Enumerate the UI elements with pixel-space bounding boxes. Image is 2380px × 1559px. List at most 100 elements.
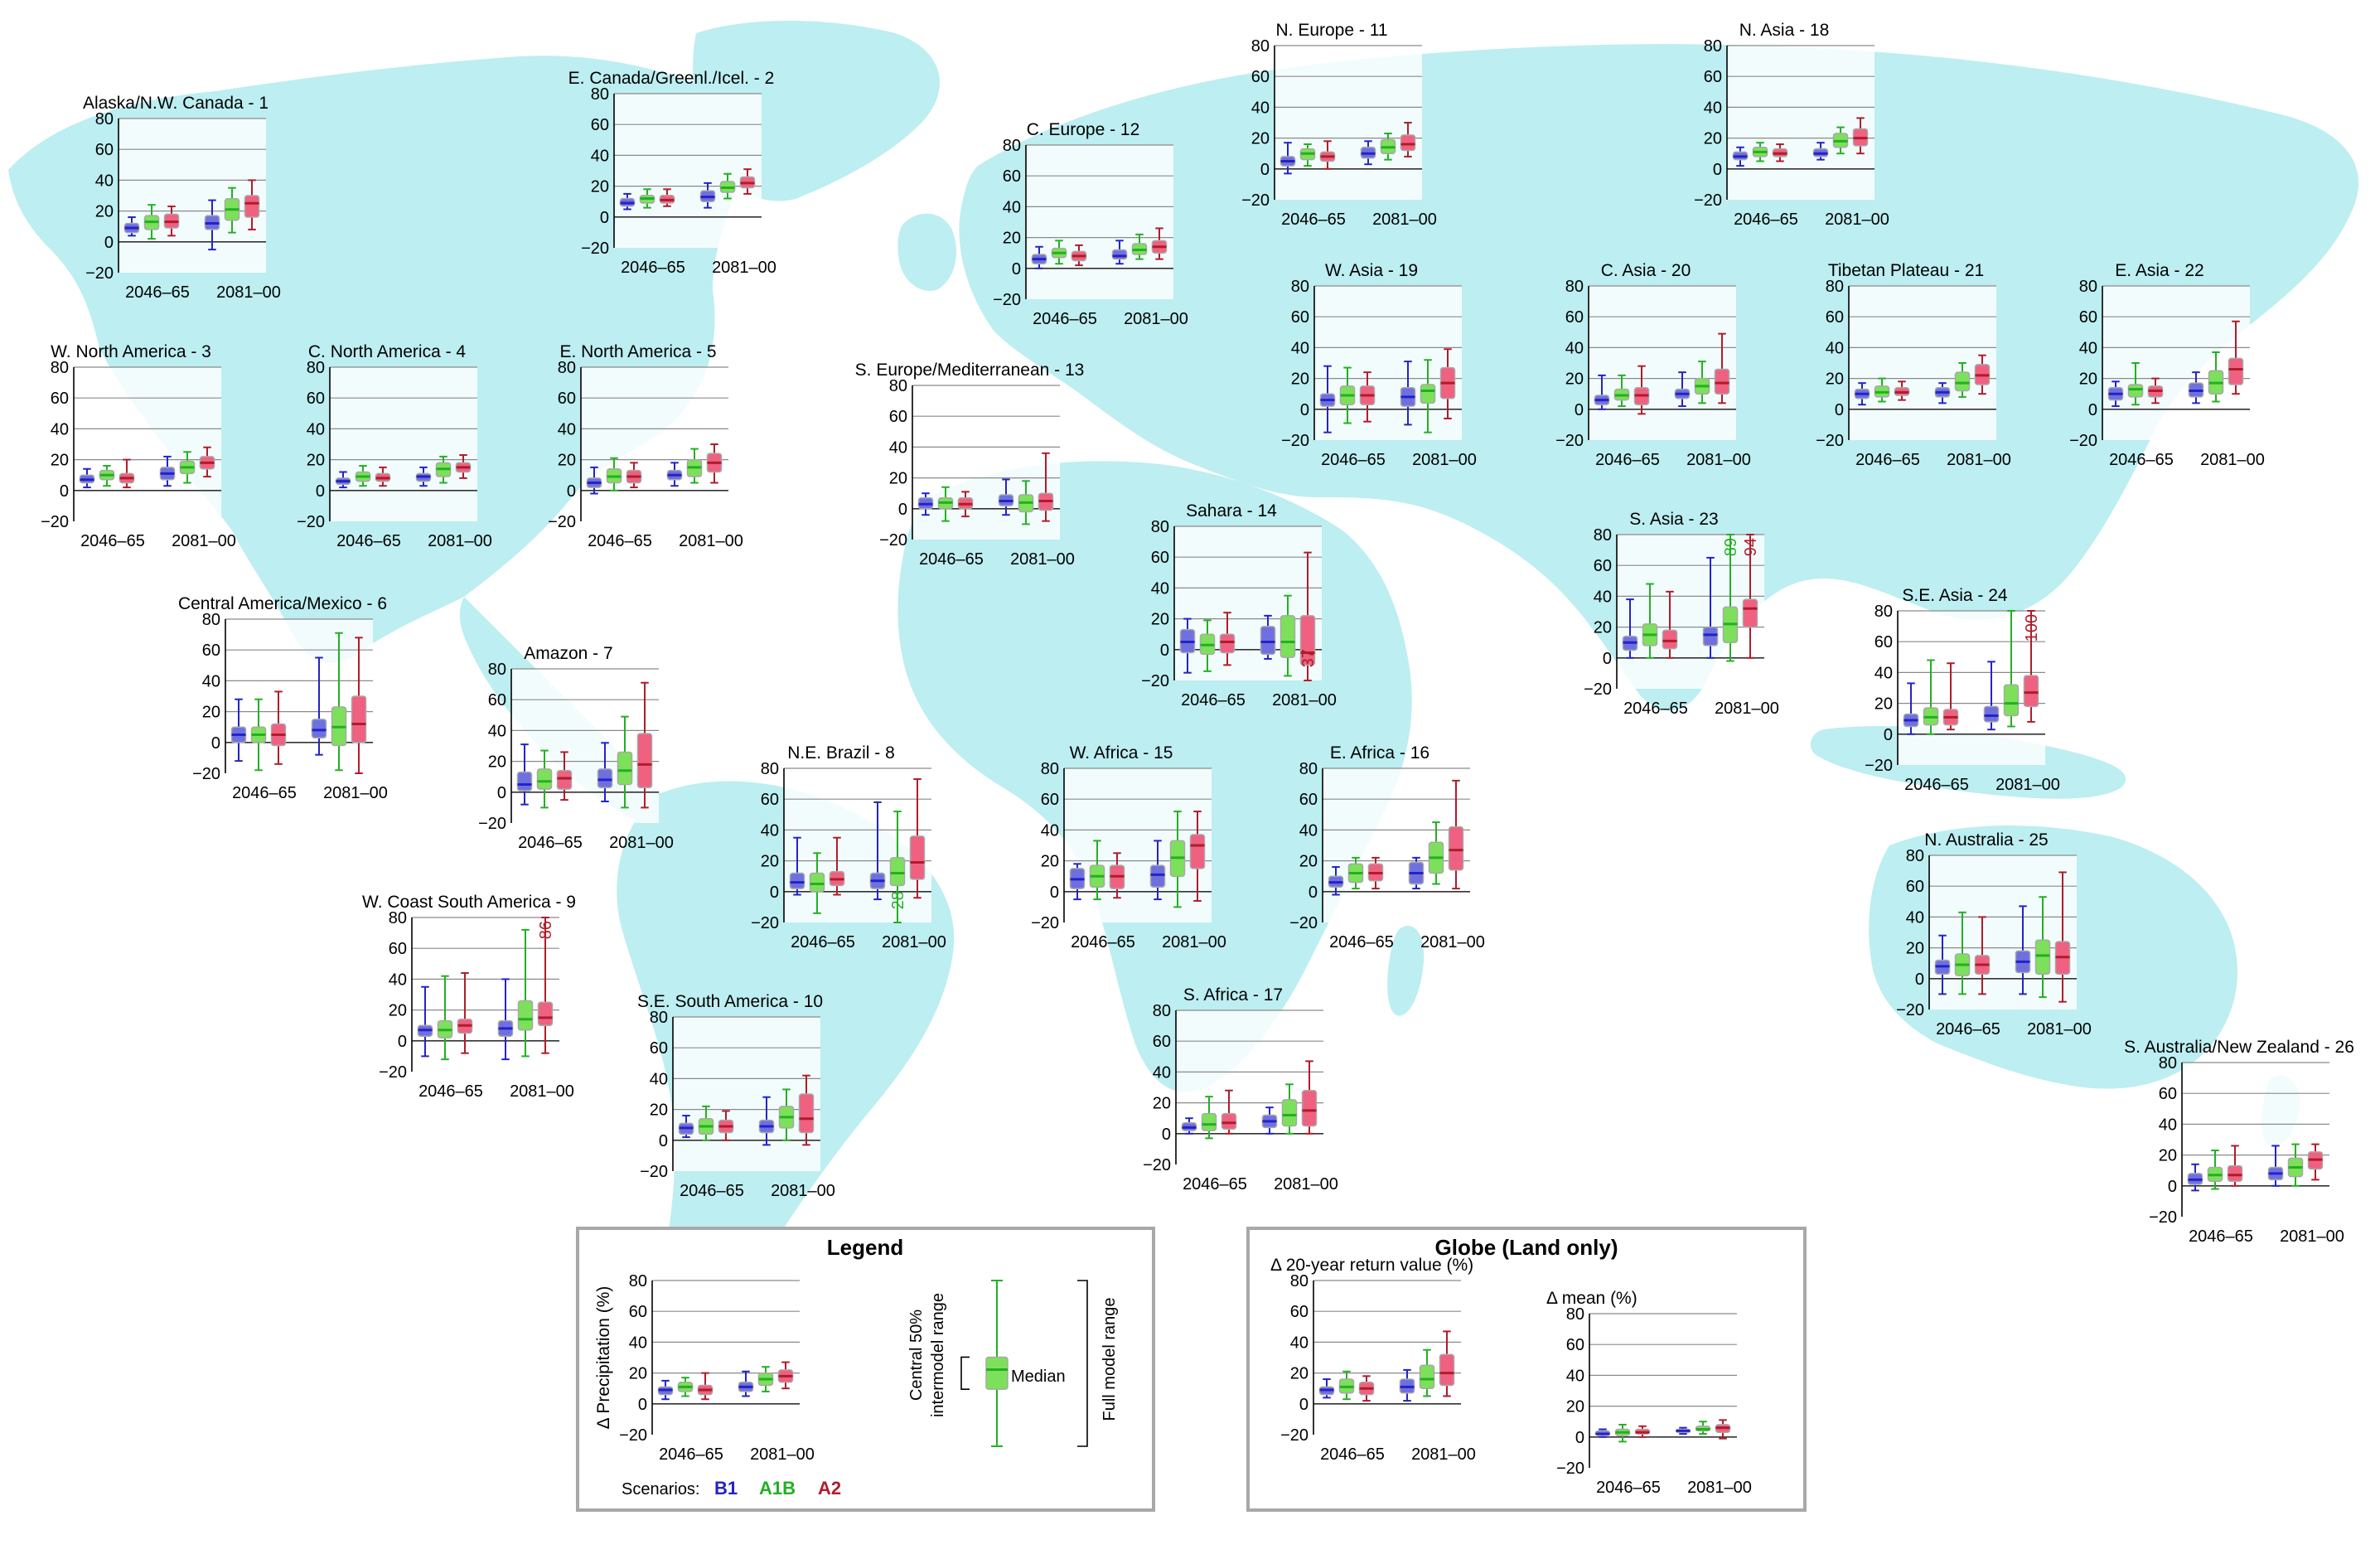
y-tick-label: 20 (1299, 853, 1318, 871)
region-chart: 80 60 40 20 0 −20 W. Africa - 15 2046–65 2081–00 (1031, 743, 1226, 951)
region-chart: 80 60 40 20 0 −20 C. Asia - 20 2046–65 2081–00 (1555, 261, 1751, 469)
chart-title: E. Africa - 16 (1330, 743, 1429, 763)
box-a2 (1439, 348, 1456, 419)
chart-title: N. Asia - 18 (1739, 21, 1830, 40)
out-of-range-annotation: −28 (889, 891, 907, 919)
box-a1b (1874, 377, 1890, 403)
x-tick-label: 2081–00 (510, 1082, 574, 1101)
plot-area (614, 94, 762, 248)
y-tick-label: 40 (307, 420, 325, 438)
x-tick-label: 2046–65 (125, 283, 190, 302)
y-tick-label: 60 (1594, 557, 1612, 575)
y-tick-label: 0 (1299, 1396, 1309, 1414)
y-tick-label: 0 (1884, 726, 1893, 744)
out-of-range-annotation: 86 (537, 921, 555, 939)
y-tick-label: −20 (1289, 914, 1318, 932)
y-tick-label: −20 (297, 513, 325, 531)
y-tick-label: −20 (1816, 432, 1844, 450)
y-tick-label: 80 (307, 359, 325, 377)
y-tick-label: −20 (85, 264, 114, 283)
box-b1 (1408, 856, 1425, 890)
box-iqr (1742, 598, 1758, 628)
chart-title: S. Europe/Mediterranean - 13 (855, 361, 1085, 380)
region-chart: 80 60 40 20 0 −20 Δ 20-year return value (%) 20… (1270, 1256, 1476, 1464)
box-a2 (1894, 380, 1910, 401)
box-a2 (909, 778, 926, 899)
box-a2 (1367, 856, 1384, 890)
region-chart: 80 60 40 20 0 −20 S.E. Asia - 24 2046–65 2081–00… (1865, 586, 2060, 794)
y-tick-label: 20 (1874, 695, 1893, 714)
y-tick-label: −20 (619, 1426, 647, 1445)
box-iqr (1221, 1112, 1237, 1130)
chart-title: Central America/Mexico - 6 (178, 594, 387, 613)
box-b1 (1400, 361, 1416, 426)
y-tick-label: 40 (761, 821, 779, 840)
box-a2 (455, 454, 472, 479)
out-of-range-annotation: 100 (2023, 614, 2041, 642)
y-tick-label: 20 (1566, 1398, 1584, 1416)
box-b1 (1903, 682, 1919, 735)
out-of-range-annotation: 94 (1742, 538, 1760, 556)
region-chart: 80 60 40 20 0 −20 S.E. South America - 10 2046–… (637, 992, 835, 1200)
plot-area (330, 367, 477, 521)
box-a1b (1380, 133, 1396, 161)
box-a1b (1279, 594, 1296, 677)
y-tick-label: 80 (1565, 278, 1584, 296)
y-tick-label: 20 (1290, 1365, 1309, 1383)
box-b1 (1149, 840, 1166, 901)
y-tick-label: 0 (211, 734, 220, 753)
globe-title: Globe (Land only) (1435, 1235, 1618, 1260)
y-tick-label: 80 (202, 611, 220, 629)
y-tick-label: 20 (307, 452, 325, 470)
x-tick-label: 2081–00 (1412, 451, 1477, 469)
y-tick-label: 60 (558, 390, 576, 408)
x-tick-label: 2046–65 (1734, 211, 1798, 229)
box-b1 (1328, 866, 1344, 896)
x-tick-label: 2081–00 (323, 784, 388, 802)
chart-title: Tibetan Plateau - 21 (1828, 261, 1984, 280)
box-a2 (1358, 1375, 1375, 1402)
y-tick-label: 20 (1594, 619, 1612, 637)
y-tick-label: 20 (1704, 130, 1722, 148)
region-chart: 80 60 40 20 0 −20 Amazon - 7 2046–65 2081–00 (478, 644, 674, 852)
y-tick-label: −20 (2149, 1208, 2177, 1227)
region-chart: 80 60 40 20 0 −20 Δ Precipitation (%) 2046–65 20… (594, 1272, 815, 1464)
y-tick-label: 80 (591, 85, 609, 104)
x-tick-label: 2046–65 (1281, 211, 1346, 229)
box-a2 (244, 179, 260, 230)
box-a1b (437, 975, 453, 1061)
box-a1b (1299, 143, 1316, 167)
y-tick-label: 40 (95, 172, 114, 190)
plot-area (74, 367, 221, 521)
box-b1 (335, 471, 351, 489)
x-tick-label: 2081–00 (216, 283, 281, 302)
box-b1 (2187, 1163, 2203, 1192)
y-tick-label: −20 (1865, 757, 1893, 775)
box-b1 (123, 216, 140, 237)
y-tick-label: −20 (1694, 191, 1722, 210)
y-tick-label: 40 (2159, 1116, 2177, 1134)
box-b1 (678, 1115, 694, 1139)
box-iqr (351, 695, 367, 743)
chart-title: Δ mean (%) (1546, 1289, 1637, 1308)
region-chart: 80 60 40 20 0 −20 Δ mean (%) 2046–65 2081–00 (1546, 1289, 1752, 1497)
y-tick-label: 20 (1003, 230, 1021, 248)
box-iqr (1420, 384, 1436, 404)
x-tick-label: 2046–65 (518, 834, 583, 852)
y-tick-label: 20 (650, 1101, 668, 1120)
box-a1b (1752, 142, 1768, 162)
y-tick-label: 80 (2159, 1054, 2177, 1072)
y-tick-label: 40 (389, 971, 407, 989)
y-tick-label: 40 (558, 420, 576, 438)
box-b1 (917, 492, 934, 516)
box-a2 (957, 491, 974, 518)
box-a1b (1089, 840, 1105, 901)
region-chart: 80 60 40 20 0 −20 N. Asia - 18 2046–65 2081–00 (1694, 21, 1889, 229)
box-a1b (2207, 1150, 2223, 1190)
x-tick-label: 2046–65 (232, 784, 297, 802)
x-tick-label: 2046–65 (919, 550, 984, 569)
box-a1b (2034, 896, 2051, 999)
box-a2 (119, 458, 135, 489)
y-tick-label: −20 (41, 513, 69, 531)
y-tick-label: 80 (488, 661, 506, 679)
